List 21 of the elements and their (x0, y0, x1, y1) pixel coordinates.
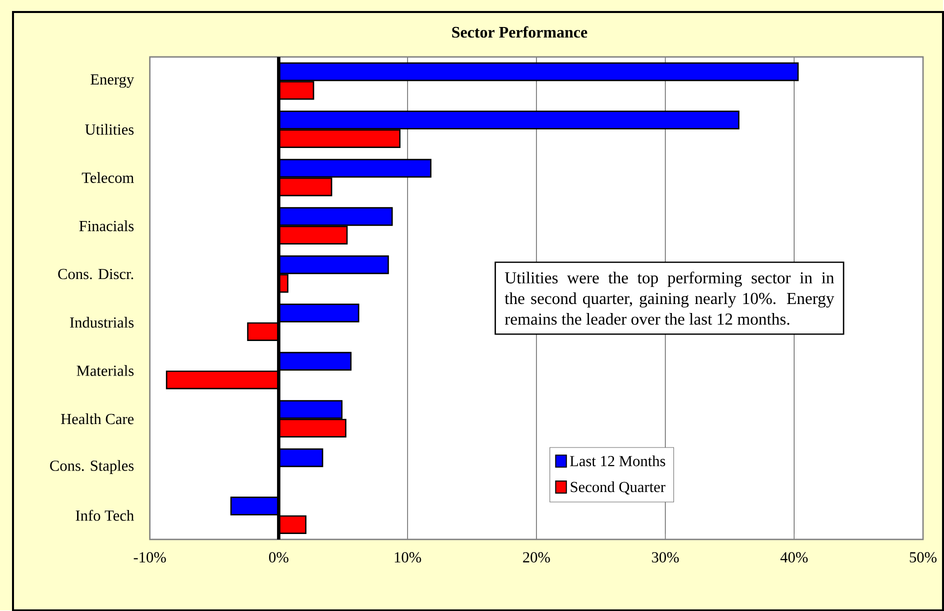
y-tick-label: Industrials (70, 316, 134, 328)
x-tick-label: 10% (394, 552, 422, 562)
y-tick-label: Materials (76, 365, 134, 376)
y-tick-label: Cons. Discr. (58, 268, 134, 280)
annotation: Utilities were the top performing sector in in the second quarter, gaining nearly 10%. Energy remains the leader over the last 12 months. (504, 271, 834, 325)
chart-title: Sector Performance (452, 26, 588, 38)
y-tick-label: Telecom (82, 172, 134, 183)
y-tick-label: Finacials (79, 220, 134, 232)
legend-label: Second Quarter (570, 481, 666, 494)
x-tick-label: 0% (269, 552, 288, 562)
y-tick-label: Info Tech (76, 510, 134, 521)
x-tick-label: -10% (134, 552, 166, 562)
y-tick-label: Cons. Staples (50, 460, 134, 474)
x-tick-label: 50% (910, 552, 937, 562)
y-tick-label: Utilities (85, 124, 134, 135)
x-tick-label: 20% (523, 552, 550, 562)
x-tick-label: 30% (652, 552, 679, 562)
x-tick-label: 40% (780, 552, 808, 562)
y-tick-label: Energy (90, 74, 134, 88)
y-tick-label: Health Care (60, 413, 134, 424)
legend-label: Last 12 Months (570, 455, 666, 466)
